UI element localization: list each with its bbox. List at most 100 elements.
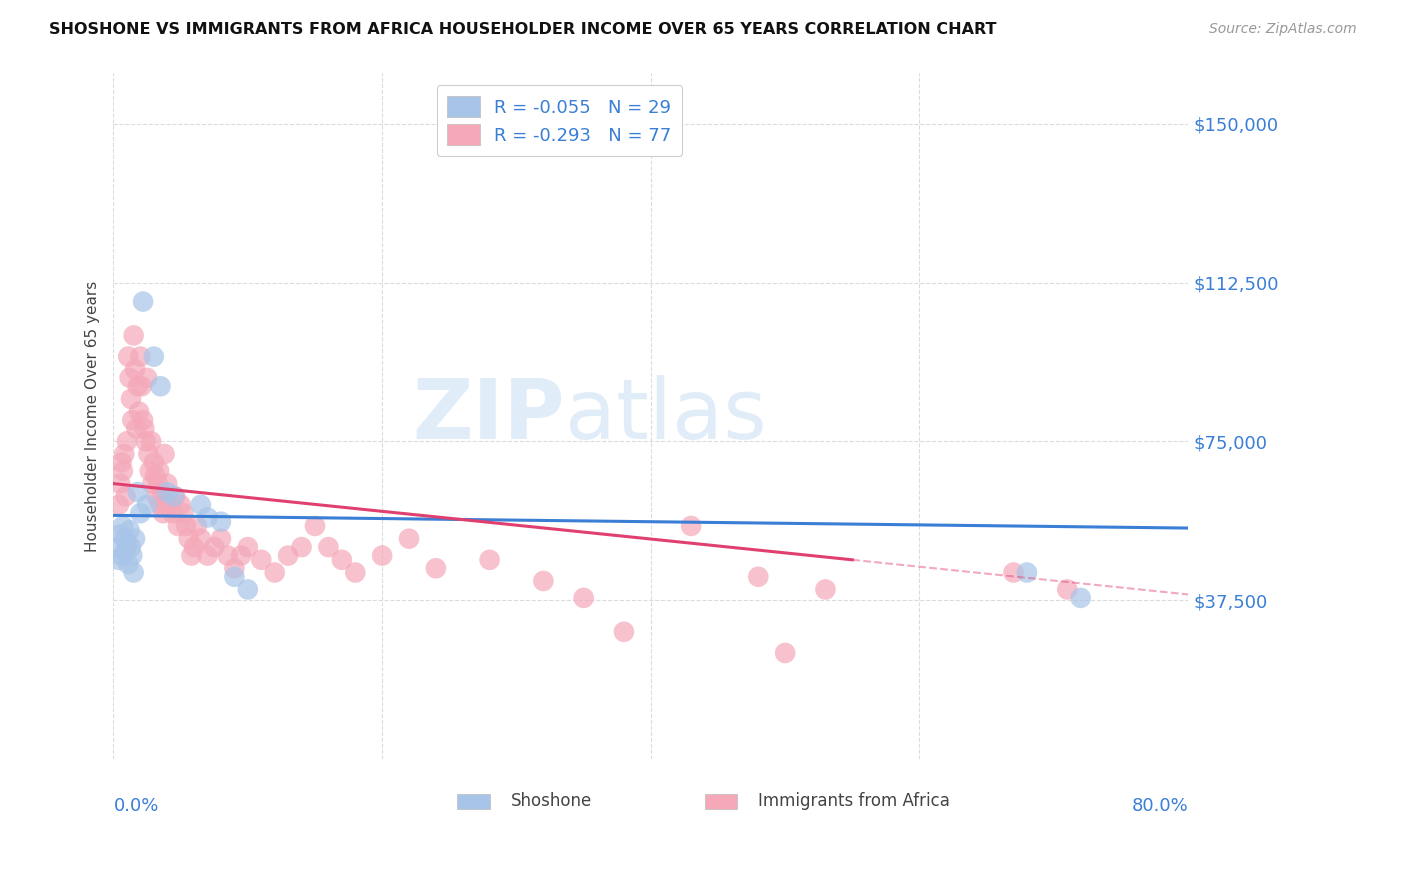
Point: [120, 392, 142, 406]
Point: [250, 553, 273, 567]
Point: [197, 510, 219, 524]
Point: [129, 506, 152, 520]
Point: [174, 519, 197, 533]
Point: [263, 566, 285, 580]
Point: [224, 561, 246, 575]
Point: [183, 540, 205, 554]
Point: [236, 540, 259, 554]
Point: [108, 498, 131, 512]
Point: [121, 549, 143, 563]
Point: [139, 464, 162, 478]
Point: [141, 476, 163, 491]
Point: [290, 540, 312, 554]
Point: [117, 350, 139, 364]
Point: [165, 489, 187, 503]
Point: [153, 447, 176, 461]
Point: [142, 350, 165, 364]
Text: Source: ZipAtlas.com: Source: ZipAtlas.com: [1209, 22, 1357, 37]
Point: [135, 434, 157, 449]
Point: [177, 532, 200, 546]
Point: [197, 549, 219, 563]
Point: [681, 519, 703, 533]
Point: [152, 506, 174, 520]
Point: [112, 532, 135, 546]
Point: [127, 379, 149, 393]
Point: [1015, 566, 1038, 580]
Point: [1070, 591, 1092, 605]
Point: [304, 519, 326, 533]
Point: [112, 447, 135, 461]
Point: [814, 582, 837, 597]
Point: [108, 527, 131, 541]
Point: [186, 519, 208, 533]
Point: [209, 515, 232, 529]
Text: SHOSHONE VS IMMIGRANTS FROM AFRICA HOUSEHOLDER INCOME OVER 65 YEARS CORRELATION : SHOSHONE VS IMMIGRANTS FROM AFRICA HOUSE…: [49, 22, 997, 37]
FancyBboxPatch shape: [704, 794, 737, 809]
Point: [114, 489, 136, 503]
Point: [217, 549, 239, 563]
Text: atlas: atlas: [565, 376, 766, 457]
Point: [132, 294, 155, 309]
Point: [148, 464, 170, 478]
Point: [122, 566, 145, 580]
Point: [190, 498, 212, 512]
Point: [136, 371, 159, 385]
Point: [747, 570, 769, 584]
Point: [115, 536, 138, 550]
Point: [167, 519, 190, 533]
Point: [398, 532, 420, 546]
Point: [277, 549, 299, 563]
Point: [131, 379, 153, 393]
Point: [169, 498, 191, 512]
Text: ZIP: ZIP: [412, 376, 565, 457]
Point: [110, 549, 132, 563]
Point: [132, 413, 155, 427]
Point: [159, 498, 181, 512]
Point: [190, 532, 212, 546]
Point: [1056, 582, 1078, 597]
Point: [236, 582, 259, 597]
Point: [108, 553, 131, 567]
Point: [163, 489, 186, 503]
Point: [136, 498, 159, 512]
Point: [122, 328, 145, 343]
Point: [572, 591, 595, 605]
Point: [117, 557, 139, 571]
Point: [129, 350, 152, 364]
Point: [149, 379, 172, 393]
Point: [180, 549, 202, 563]
Legend: R = -0.055   N = 29, R = -0.293   N = 77: R = -0.055 N = 29, R = -0.293 N = 77: [436, 86, 682, 156]
Point: [172, 506, 194, 520]
Text: 0.0%: 0.0%: [114, 797, 159, 814]
Point: [145, 489, 167, 503]
FancyBboxPatch shape: [457, 794, 489, 809]
Text: Shoshone: Shoshone: [512, 792, 592, 810]
Point: [146, 476, 169, 491]
Point: [156, 476, 179, 491]
Point: [478, 553, 501, 567]
Point: [1002, 566, 1025, 580]
Point: [121, 413, 143, 427]
Point: [156, 485, 179, 500]
Point: [613, 624, 636, 639]
Point: [111, 464, 134, 478]
Point: [224, 570, 246, 584]
Point: [134, 421, 156, 435]
Point: [138, 447, 160, 461]
Point: [111, 519, 134, 533]
Point: [124, 532, 146, 546]
Point: [531, 574, 554, 588]
Point: [114, 544, 136, 558]
Point: [110, 455, 132, 469]
Point: [139, 434, 162, 449]
Point: [371, 549, 394, 563]
Y-axis label: Householder Income Over 65 years: Householder Income Over 65 years: [86, 280, 100, 551]
Point: [209, 532, 232, 546]
Point: [124, 362, 146, 376]
Point: [330, 553, 353, 567]
Point: [118, 371, 141, 385]
Point: [107, 540, 129, 554]
Point: [229, 549, 252, 563]
Point: [318, 540, 340, 554]
Point: [773, 646, 796, 660]
